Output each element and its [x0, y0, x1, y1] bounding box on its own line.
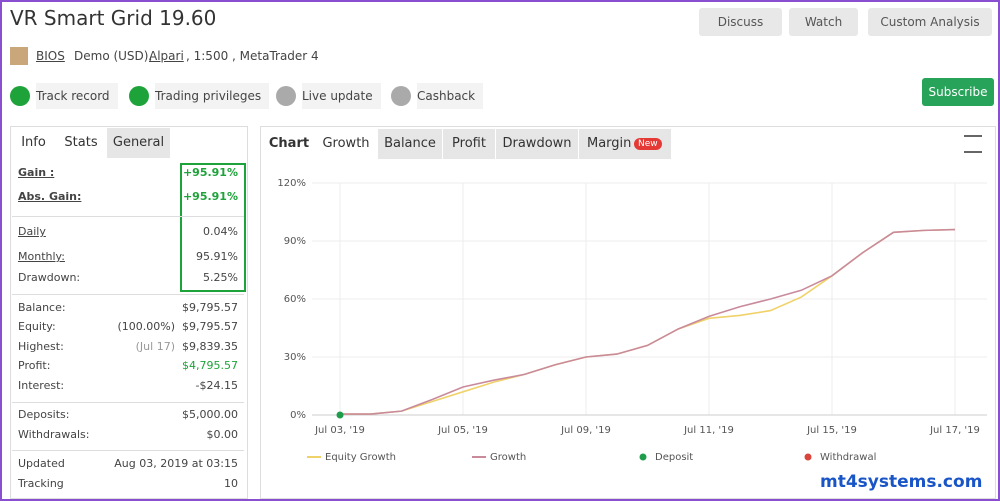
- stat-value: Aug 03, 2019 at 03:15: [114, 457, 238, 470]
- stat-value: 95.91%: [196, 250, 238, 263]
- stat-value: $9,839.35: [182, 340, 238, 353]
- chart-tab[interactable]: Balance: [378, 129, 442, 159]
- separator: [12, 450, 244, 451]
- watermark: mt4systems.com: [820, 472, 983, 492]
- stats-tab[interactable]: Info: [21, 135, 46, 150]
- stat-label: Daily: [18, 225, 46, 238]
- account: Demo (USD),: [74, 49, 153, 63]
- stats-panel: [10, 126, 248, 499]
- stat-value: 10: [224, 477, 238, 490]
- y-tick-label: 90%: [284, 236, 306, 247]
- chart-tab[interactable]: Drawdown: [496, 129, 578, 159]
- details: , 1:500 , MetaTrader 4: [186, 49, 319, 63]
- highlight-box: [180, 163, 246, 292]
- stat-value: +95.91%: [182, 166, 238, 179]
- chart-panel: [260, 126, 996, 499]
- y-tick-label: 120%: [277, 178, 306, 189]
- badge: Cashback: [417, 83, 484, 109]
- y-tick-label: 30%: [284, 352, 306, 363]
- chart-tab[interactable]: Chart: [268, 136, 310, 151]
- stat-label: Deposits:: [18, 408, 70, 421]
- stat-value: -$24.15: [195, 379, 238, 392]
- check-icon: [10, 86, 30, 106]
- stat-note: (100.00%): [117, 320, 175, 333]
- legend-label: Equity Growth: [325, 452, 396, 463]
- stat-value: +95.91%: [182, 190, 238, 203]
- x-tick-label: Jul 03, '19: [314, 425, 365, 436]
- header-button[interactable]: Watch: [789, 8, 858, 36]
- legend-marker: [639, 453, 647, 461]
- stats-tab[interactable]: General: [107, 128, 170, 158]
- badge: Live update: [302, 83, 381, 109]
- x-tick-label: Jul 15, '19: [806, 425, 857, 436]
- owner-link[interactable]: BIOS: [36, 49, 65, 63]
- stat-label: Profit:: [18, 359, 51, 372]
- legend-label: Deposit: [655, 452, 693, 463]
- avatar: [10, 47, 28, 65]
- stat-label: Drawdown:: [18, 271, 81, 284]
- legend-marker: [804, 453, 812, 461]
- x-tick-label: Jul 09, '19: [560, 425, 611, 436]
- broker-link[interactable]: Alpari: [149, 49, 184, 63]
- separator: [12, 402, 244, 403]
- stat-label: Tracking: [18, 477, 64, 490]
- series-line: [340, 228, 956, 415]
- stat-label: Updated: [18, 457, 65, 470]
- stat-label: Balance:: [18, 301, 66, 314]
- stat-label: Abs. Gain:: [18, 190, 82, 203]
- stat-label: Equity:: [18, 320, 56, 333]
- check-icon: [129, 86, 149, 106]
- stat-label: Highest:: [18, 340, 64, 353]
- info-icon: [391, 86, 411, 106]
- stat-value: $0.00: [206, 428, 239, 441]
- stat-note: (Jul 17): [135, 340, 175, 353]
- stat-label: Interest:: [18, 379, 65, 392]
- stat-value: $9,795.57: [182, 301, 238, 314]
- x-tick-label: Jul 05, '19: [437, 425, 488, 436]
- separator: [12, 294, 244, 295]
- badge: Track record: [36, 83, 118, 109]
- stat-label: Gain :: [18, 166, 55, 179]
- stat-label: Withdrawals:: [18, 428, 90, 441]
- x-tick-label: Jul 17, '19: [929, 425, 980, 436]
- chart-tab[interactable]: Profit: [443, 129, 495, 159]
- x-tick-label: Jul 11, '19: [683, 425, 734, 436]
- new-badge: New: [634, 138, 662, 150]
- deposit-point: [336, 411, 344, 419]
- badge: Trading privileges: [155, 83, 270, 109]
- stat-value: $5,000.00: [182, 408, 238, 421]
- legend-label: Growth: [490, 452, 526, 463]
- stats-tab[interactable]: Stats: [64, 135, 98, 150]
- legend-label: Withdrawal: [820, 452, 876, 463]
- series-line: [340, 228, 956, 415]
- y-tick-label: 60%: [284, 294, 306, 305]
- y-tick-label: 0%: [290, 410, 306, 421]
- settings-icon[interactable]: [964, 135, 982, 153]
- info-icon: [276, 86, 296, 106]
- stat-value: $9,795.57: [182, 320, 238, 333]
- header-button[interactable]: Discuss: [699, 8, 782, 36]
- stat-value: 0.04%: [203, 225, 238, 238]
- chart-tab[interactable]: Growth: [322, 136, 370, 151]
- stat-label: Monthly:: [18, 250, 65, 263]
- separator: [12, 216, 244, 217]
- stat-value: 5.25%: [203, 271, 238, 284]
- header-button[interactable]: Custom Analysis: [868, 8, 992, 36]
- stat-value: $4,795.57: [182, 359, 238, 372]
- title: VR Smart Grid 19.60: [10, 6, 217, 30]
- subscribe-button[interactable]: Subscribe: [922, 78, 994, 106]
